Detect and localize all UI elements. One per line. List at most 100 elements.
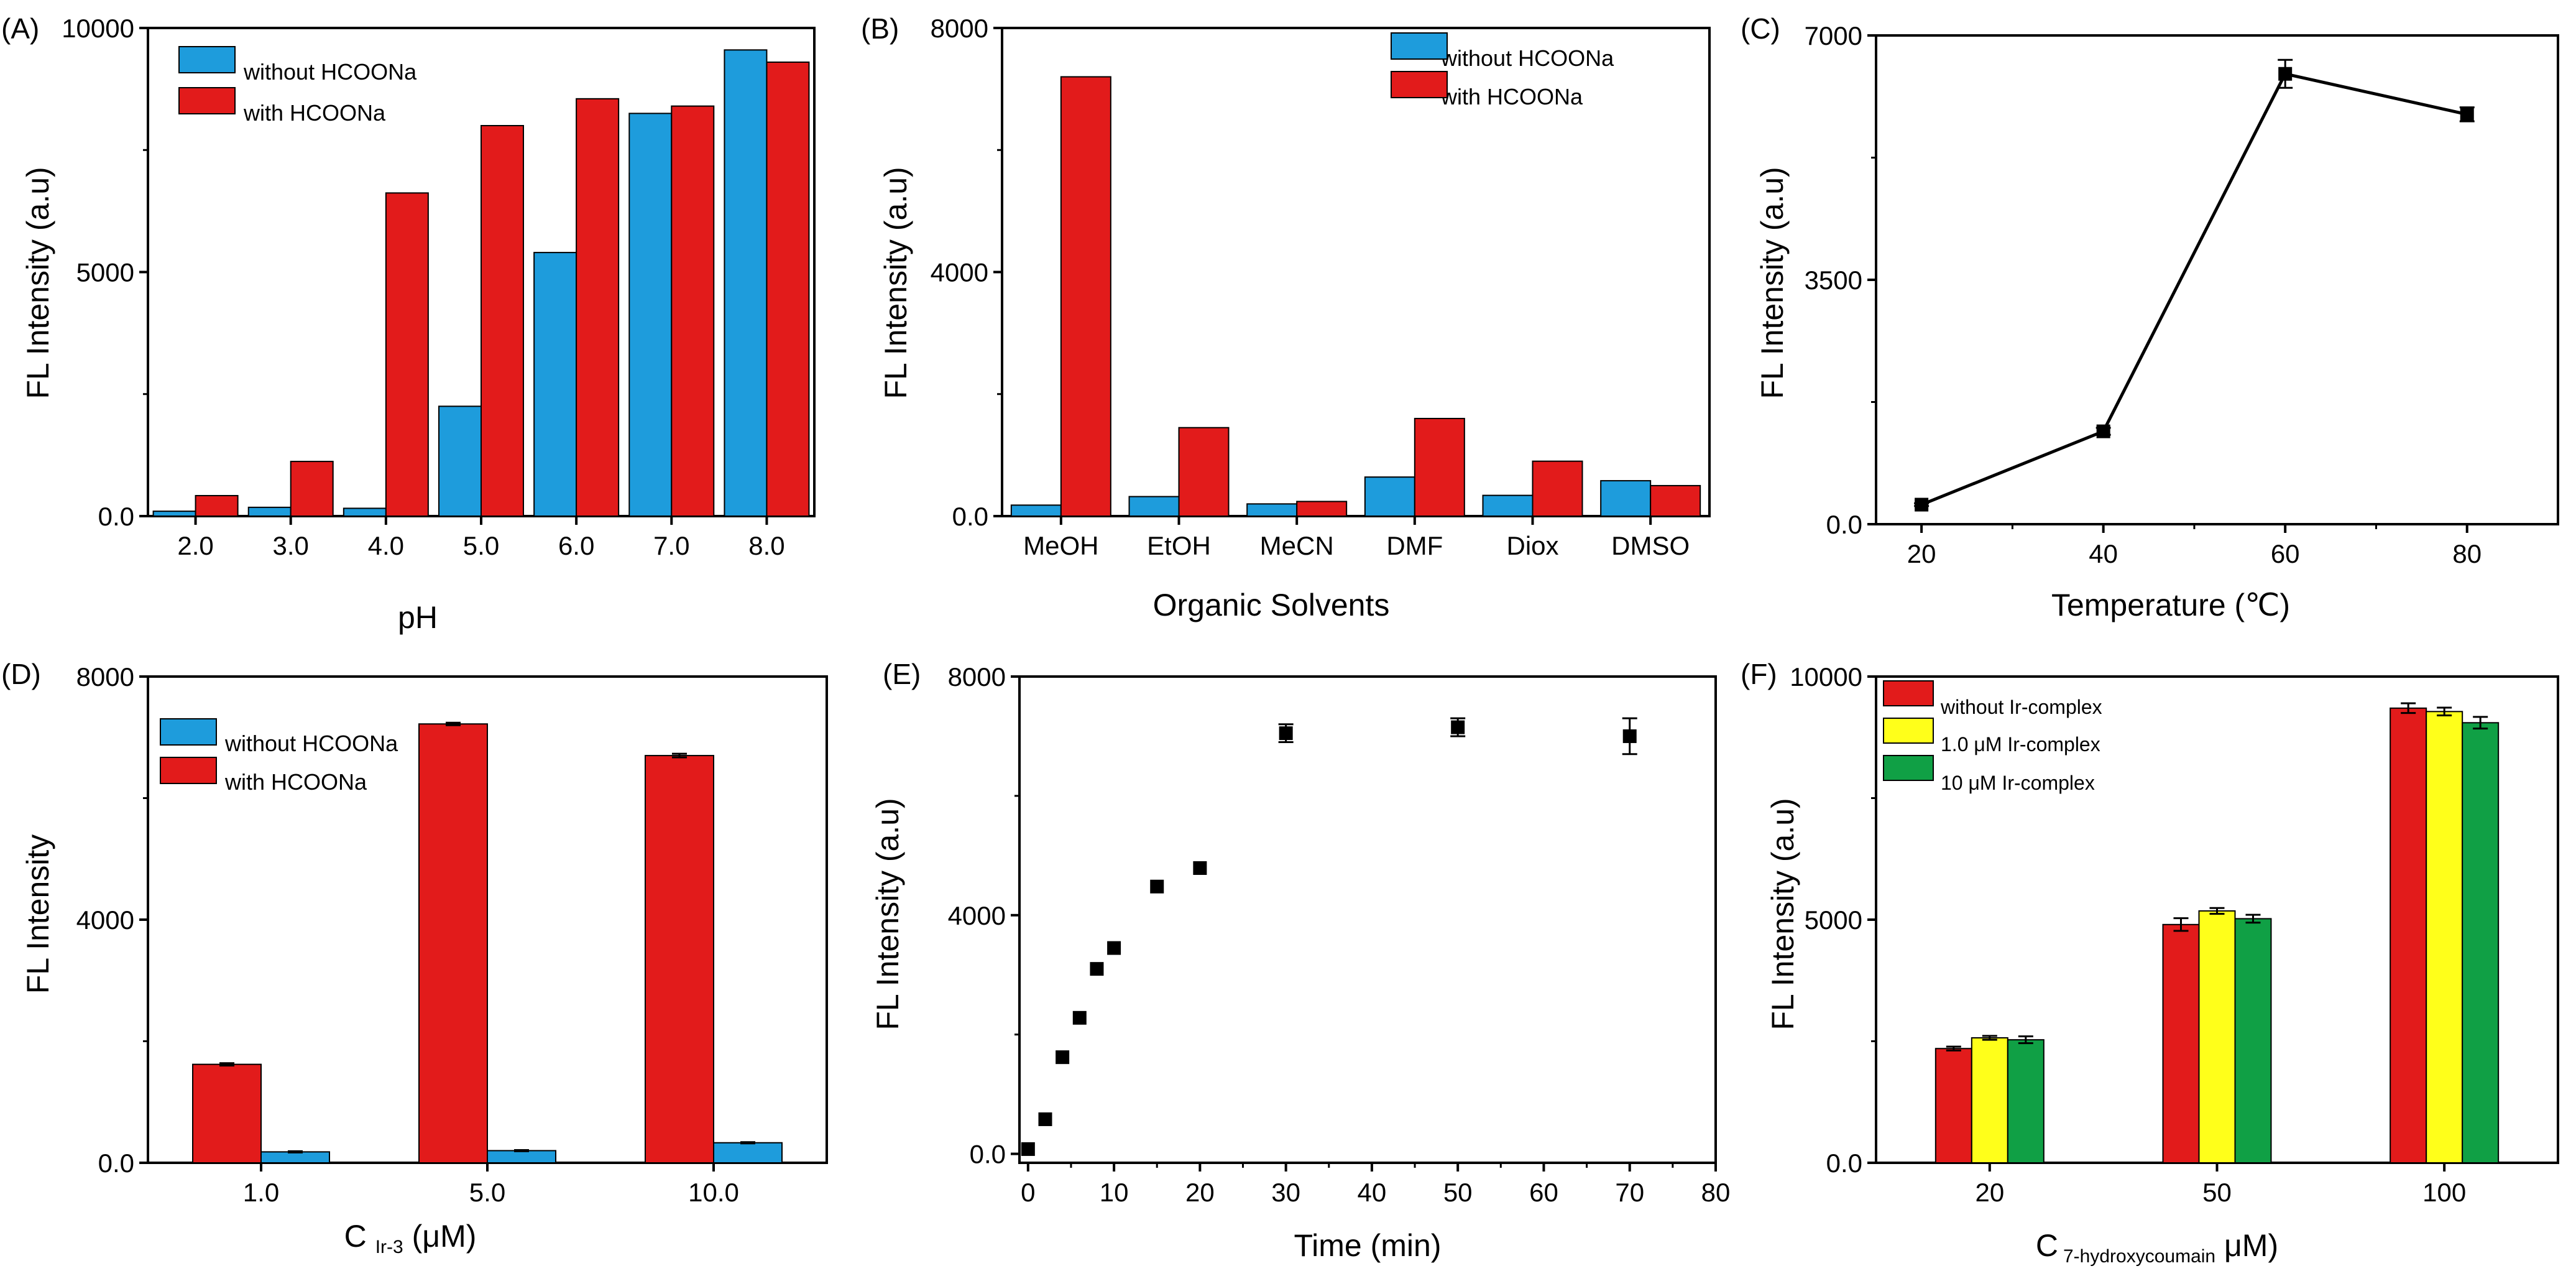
panel-a-x-axis-title: pH [398,600,438,635]
panel-e-x-tick: 30 [1271,1178,1300,1207]
panel-f-label: (F) [1741,658,1777,690]
panel-b-x-tick: MeOH [1023,531,1098,560]
panel-e-x-tick: 50 [1443,1178,1473,1207]
panel-f-x-tick: 100 [2422,1178,2466,1207]
panel-e-y-ticks: 0.0 4000 8000 [948,662,1006,1169]
panel-f: (F) 0.0 5000 10000 20 50 100 C 7-hydroxyc… [1741,658,2559,1267]
panel-a-bar [481,125,524,517]
panel-d-y-tick: 8000 [76,662,134,691]
panel-e-data-point [1090,962,1104,976]
panel-f-y-tick: 5000 [1805,905,1862,935]
panel-e-y-tick: 0.0 [970,1140,1006,1169]
panel-b-bar [1128,496,1180,517]
panel-c-data-point [2096,424,2110,438]
panel-b-bar [1364,476,1415,517]
panel-d-legend-swatch [160,757,217,784]
panel-f-bar [2198,910,2236,1163]
panel-d-legend-label: without HCOONa [224,731,398,756]
panel-a-bar [766,61,810,517]
panel-d-x-tick: 5.0 [469,1178,505,1207]
panel-b-x-tick: Diox [1506,531,1558,560]
panel-a-bar [290,461,334,517]
panel-b-legend-swatch [1391,32,1448,60]
panel-c-data-point [1915,497,1929,512]
panel-a-y-tick: 5000 [76,258,134,287]
panel-e: (E) 0.0 4000 8000 0 10 20 30 40 50 60 70… [870,658,1730,1263]
panel-e-x-tick: 60 [1529,1178,1558,1207]
panel-f-x-tick: 50 [2202,1178,2232,1207]
panel-e-data-point [1072,1010,1087,1025]
panel-a-x-tick: 7.0 [653,531,689,560]
panel-b-bar [1060,76,1111,517]
panel-a-y-tick: 10000 [62,14,134,43]
panel-e-data-point [1279,726,1293,741]
panel-b-legend-label: without HCOONa [1440,45,1614,71]
panel-e-x-tick: 20 [1185,1178,1215,1207]
panel-a-bar [438,405,482,517]
panel-a-y-ticks: 0.0 5000 10000 [62,14,134,531]
panel-f-legend-label: 1.0 μM Ir-complex [1941,733,2100,756]
panel-b-bar [1482,494,1534,517]
panel-f-bar [2390,707,2427,1163]
panel-b-label: (B) [861,12,899,45]
panel-d-x-ticks: 1.0 5.0 10.0 [243,1178,739,1207]
panel-e-x-tick: 40 [1358,1178,1387,1207]
panel-d-y-axis-title: FL Intensity [21,834,55,994]
panel-e-x-ticks: 0 10 20 30 40 50 60 70 80 [1021,1178,1730,1207]
panel-d-y-tick: 0.0 [98,1149,134,1178]
panel-d-y-ticks: 0.0 4000 8000 [76,662,134,1178]
panel-a-legend-label: without HCOONa [243,59,417,85]
panel-f-x-axis-title-sub: 7-hydroxycoumain [2063,1246,2215,1267]
panel-b-y-ticks: 0.0 4000 8000 [931,14,988,531]
panel-f-bar [2234,918,2272,1164]
panel-a-bar [671,105,715,517]
panel-b-legend-swatch [1391,71,1448,98]
panel-d-legend: without HCOONa with HCOONa [224,731,398,795]
panel-f-legend-swatch [1883,755,1934,781]
panel-a-bar [343,507,387,517]
panel-b-x-tick: DMSO [1611,531,1690,560]
panel-e-x-tick: 0 [1021,1178,1035,1207]
panel-a: (A) 0.0 5000 10000 2.0 3.0 4.0 5.0 6.0 7… [1,12,816,635]
panel-a-x-tick: 6.0 [558,531,594,560]
panel-a-y-tick: 0.0 [98,502,134,531]
panel-d-x-tick: 1.0 [243,1178,279,1207]
panel-b-x-axis-title: Organic Solvents [1153,588,1390,622]
panel-d-legend-label: with HCOONa [224,769,367,795]
panel-e-data-point [1451,720,1465,734]
panel-c-y-tick: 3500 [1805,266,1862,295]
panel-b: (B) 0.0 4000 8000 MeOH EtOH MeCN DMF Dio… [861,12,1711,622]
panel-b-legend-label: with HCOONa [1440,84,1583,109]
panel-e-data-point [1193,861,1207,876]
panel-d-x-axis-title-tail: (μM) [403,1219,477,1254]
panel-a-bar [247,506,292,517]
panel-f-legend-swatch [1883,680,1934,706]
panel-f-legend-label: 10 μM Ir-complex [1941,772,2095,794]
panel-f-y-tick: 0.0 [1826,1149,1862,1178]
panel-b-bar [1414,418,1465,517]
panel-b-bar [1246,503,1298,517]
panel-a-bar [533,252,577,517]
panel-c-frame [1875,34,2559,525]
panel-b-y-tick: 0.0 [952,502,988,531]
panel-d-x-tick: 10.0 [688,1178,739,1207]
panel-f-bar [2007,1039,2045,1164]
panel-c-label: (C) [1741,12,1780,45]
panel-d: (D) 0.0 4000 8000 1.0 5.0 10.0 C Ir-3 (μM… [1,658,828,1257]
panel-b-bar [1600,480,1652,517]
panel-d-bar [487,1150,556,1163]
panel-a-x-ticks: 2.0 3.0 4.0 5.0 6.0 7.0 8.0 [177,531,784,560]
panel-a-bar [724,49,768,517]
panel-a-x-tick: 8.0 [748,531,784,560]
panel-f-bar [2462,722,2500,1164]
panel-c-y-axis-title: FL Intensity (a.u) [1755,167,1790,399]
panel-f-bar [1934,1048,1972,1163]
panel-f-x-ticks: 20 50 100 [1975,1178,2466,1207]
panel-b-bar [1650,484,1701,517]
panel-c-x-ticks: 20 40 60 80 [1907,539,2482,568]
panel-d-bar [192,1063,262,1164]
panel-c-y-ticks: 0.0 3500 7000 [1805,21,1862,539]
panel-d-bar [418,723,488,1163]
panel-f-x-tick: 20 [1975,1178,2004,1207]
